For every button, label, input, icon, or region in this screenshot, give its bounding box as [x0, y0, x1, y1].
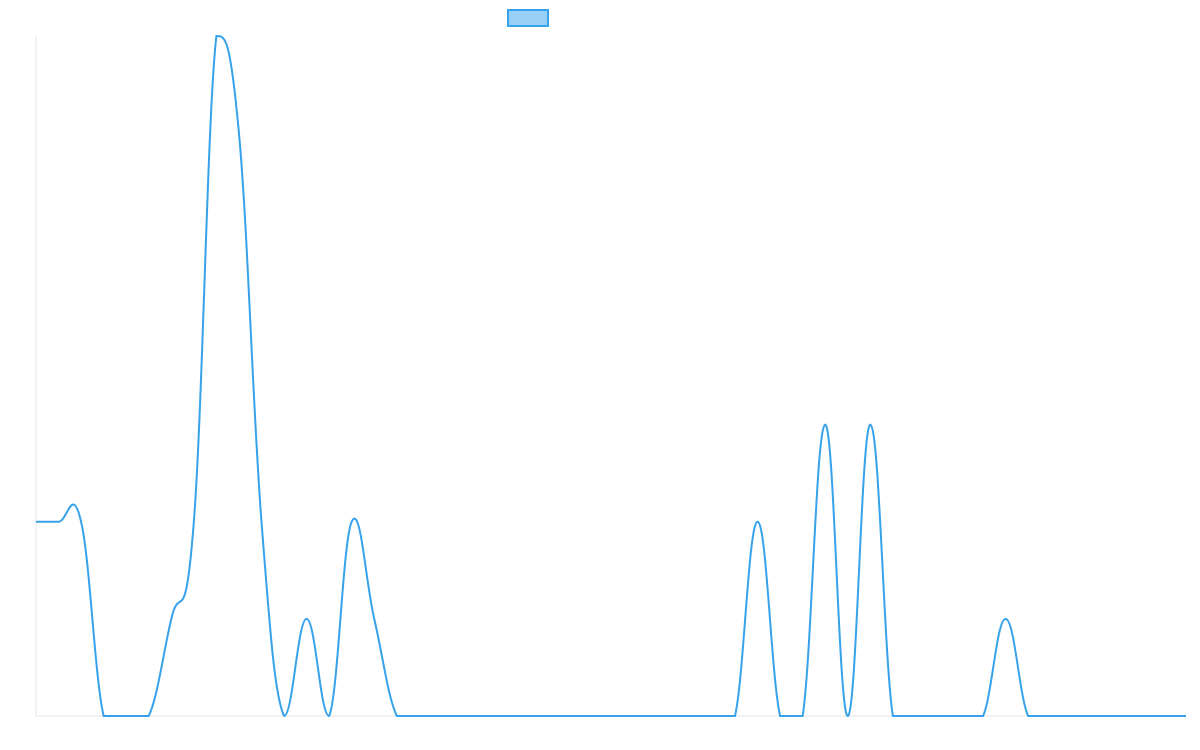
legend-swatch[interactable]: [507, 9, 549, 27]
line: [35, 34, 1186, 718]
